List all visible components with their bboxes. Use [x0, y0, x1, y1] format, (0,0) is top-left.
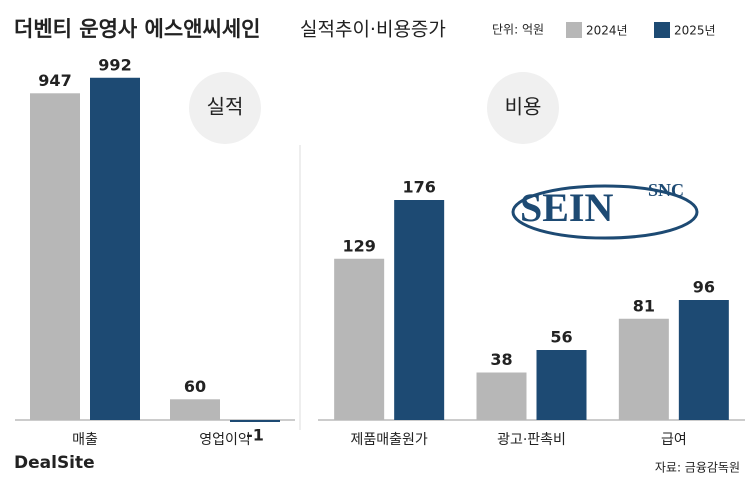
bar: [170, 399, 220, 420]
bar: [90, 77, 140, 420]
x-tick-label: 광고·판촉비: [497, 432, 566, 448]
panel-label: 실적: [207, 95, 244, 119]
x-tick-label: 급여: [661, 432, 687, 448]
bar: [394, 200, 445, 420]
legend-label: 2025년: [674, 24, 716, 38]
logo-sup: SNC: [648, 180, 684, 200]
unit: 단위: 억원: [492, 23, 544, 37]
bar: [476, 372, 527, 420]
subtitle: 실적추이·비용증가: [300, 19, 446, 41]
logo: SEIN: [520, 185, 613, 230]
bar: [618, 318, 669, 420]
x-tick-label: 매출: [72, 432, 98, 448]
bar: [30, 93, 80, 420]
legend-label: 2024년: [586, 24, 628, 38]
legend-swatch: [566, 22, 582, 38]
badge: [189, 72, 261, 144]
value-label: 56: [550, 328, 572, 347]
value-label: 129: [342, 236, 375, 255]
legend-swatch: [654, 22, 670, 38]
bar: [230, 420, 280, 422]
panel-label: 비용: [505, 95, 542, 119]
value-label: -1: [246, 426, 264, 445]
value-label: 176: [402, 178, 435, 197]
bar: [678, 300, 729, 420]
badge: [487, 72, 559, 144]
logo-ring: [511, 184, 699, 240]
value-label: 947: [38, 71, 71, 90]
value-label: 38: [490, 350, 512, 369]
x-tick-label: 제품매출원가: [351, 432, 428, 448]
value-label: 81: [633, 296, 655, 315]
brand: DealSite: [14, 453, 95, 473]
value-label: 96: [693, 278, 715, 297]
bar: [334, 258, 385, 420]
bar: [536, 350, 587, 420]
value-label: 60: [184, 377, 206, 396]
value-label: 992: [98, 55, 131, 74]
source: 자료: 금융감독원: [655, 461, 740, 475]
title: 더벤티 운영사 에스앤씨세인: [14, 17, 260, 41]
x-tick-label: 영업이익: [199, 432, 251, 448]
